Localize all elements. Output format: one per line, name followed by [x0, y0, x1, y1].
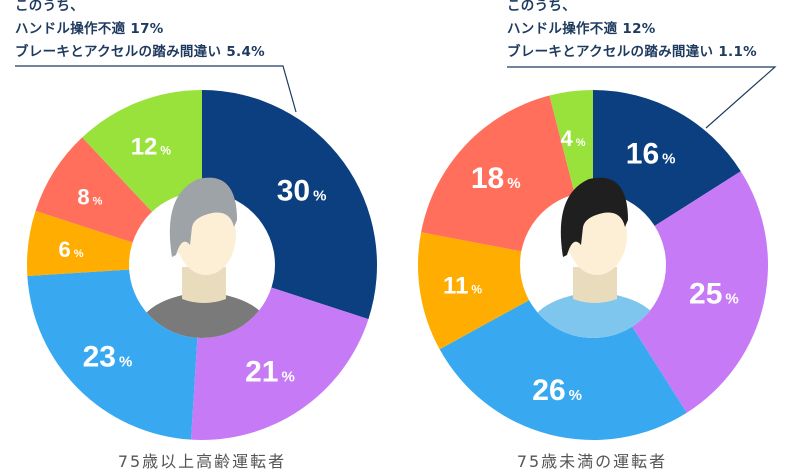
data-label-unit: % [74, 248, 84, 260]
data-label: 6% [58, 237, 83, 262]
data-label-unit: % [313, 188, 326, 205]
data-label-value: 4 [560, 126, 573, 151]
data-label-unit: % [662, 151, 675, 168]
annotation-line-2: ハンドル操作不適 12% [507, 21, 656, 37]
annotation-line-1: このうち、 [15, 0, 84, 14]
data-label-unit: % [569, 387, 582, 404]
data-label-value: 18 [471, 162, 504, 195]
chart-title-left: 75歳以上高齢運転者 [117, 452, 287, 471]
data-label-value: 26 [532, 374, 565, 407]
data-label: 11% [443, 273, 482, 300]
annotation-line-2: ハンドル操作不適 17% [15, 21, 164, 37]
annotation-line-3: ブレーキとアクセルの踏み間違い 1.1% [507, 44, 757, 60]
data-label: 12% [131, 134, 172, 161]
donut-chart-1: 16 %25 %26 %11 %18 %4% [418, 90, 768, 441]
data-label-value: 25 [689, 278, 722, 311]
data-label: 23% [83, 340, 133, 373]
data-label-unit: % [160, 144, 171, 158]
annotation-leader-line [15, 65, 297, 113]
person-avatar-icon [136, 177, 272, 338]
data-label-unit: % [119, 353, 132, 370]
chart-title-right: 75歳未満の運転者 [516, 452, 668, 471]
person-avatar-icon [527, 177, 663, 338]
data-label: 4% [560, 126, 585, 151]
data-label-value: 11 [443, 273, 468, 300]
hair [560, 177, 628, 257]
data-label-unit: % [281, 369, 294, 386]
annotation-leader-line [507, 66, 777, 129]
data-label-value: 30 [277, 175, 310, 208]
donut-chart-0: 30 %21 %23 %6 %8 %12% [26, 90, 377, 440]
annotation-line-1: このうち、 [507, 0, 576, 14]
data-label-unit: % [471, 283, 482, 297]
data-label-value: 12 [131, 134, 158, 161]
pie-slice [593, 171, 768, 413]
shirt [136, 293, 272, 338]
data-label: 26% [532, 374, 582, 407]
data-label: 30% [277, 175, 327, 208]
data-label: 16% [626, 138, 676, 171]
data-label-value: 16 [626, 138, 659, 171]
annotation-left: このうち、 ハンドル操作不適 17% ブレーキとアクセルの踏み間違い 5.4% [15, 0, 265, 64]
data-label-value: 8 [77, 184, 89, 209]
data-label-unit: % [576, 137, 586, 149]
data-label-unit: % [93, 195, 103, 207]
data-label: 18% [471, 162, 521, 195]
data-label: 25% [689, 278, 739, 311]
pie-slice [439, 265, 687, 441]
data-label-unit: % [725, 291, 738, 308]
hair [169, 177, 237, 257]
data-label-unit: % [507, 175, 520, 192]
data-label: 21% [245, 356, 295, 389]
shirt [527, 293, 663, 338]
annotation-line-3: ブレーキとアクセルの踏み間違い 5.4% [15, 44, 265, 60]
data-label-value: 21 [245, 356, 278, 389]
data-label-value: 6 [58, 237, 70, 262]
data-label-value: 23 [83, 340, 116, 373]
annotation-right: このうち、 ハンドル操作不適 12% ブレーキとアクセルの踏み間違い 1.1% [507, 0, 757, 64]
data-label: 8% [77, 184, 102, 209]
